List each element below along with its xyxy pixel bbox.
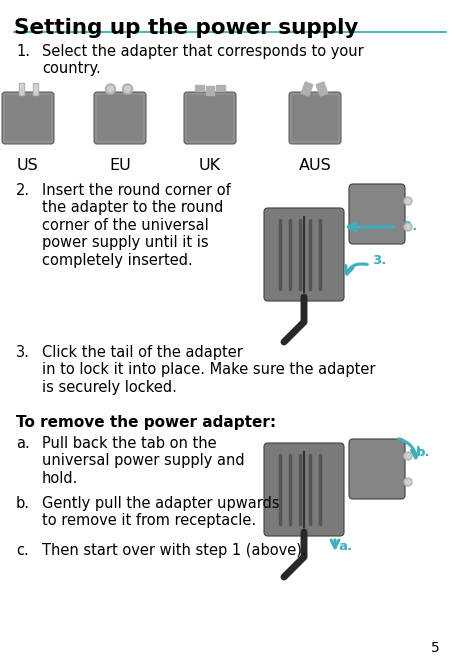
Text: Pull back the tab on the
universal power supply and
hold.: Pull back the tab on the universal power… [42,436,245,486]
Bar [34,84,37,94]
Text: To remove the power adapter:: To remove the power adapter: [16,415,276,430]
Circle shape [405,480,410,484]
Circle shape [123,84,133,94]
Circle shape [404,478,412,486]
Bar [316,82,328,96]
Text: Click the tail of the adapter
in to lock it into place. Make sure the adapter
is: Click the tail of the adapter in to lock… [42,345,375,395]
Text: 2.: 2. [16,183,30,198]
FancyBboxPatch shape [264,443,344,536]
Bar [301,82,313,96]
Text: Gently pull the adapter upwards
to remove it from receptacle.: Gently pull the adapter upwards to remov… [42,496,280,528]
Circle shape [404,452,412,460]
Text: 3.: 3. [16,345,30,360]
Circle shape [404,197,412,205]
FancyBboxPatch shape [5,95,51,141]
Text: UK: UK [199,158,221,173]
FancyBboxPatch shape [264,208,344,301]
Bar [33,83,38,95]
FancyBboxPatch shape [2,92,54,144]
Text: US: US [17,158,39,173]
Text: EU: EU [109,158,131,173]
Circle shape [405,454,410,458]
Text: a.: a. [338,540,352,554]
Circle shape [405,224,410,230]
Text: 5: 5 [431,641,440,655]
Text: 1.: 1. [16,44,30,59]
FancyBboxPatch shape [184,92,236,144]
Text: c.: c. [16,543,29,558]
Text: Then start over with step 1 (above).: Then start over with step 1 (above). [42,543,306,558]
FancyBboxPatch shape [349,184,405,244]
Bar [206,86,214,95]
FancyBboxPatch shape [292,95,338,141]
FancyBboxPatch shape [97,95,143,141]
Text: a.: a. [16,436,30,451]
Text: Insert the round corner of
the adapter to the round
corner of the universal
powe: Insert the round corner of the adapter t… [42,183,231,268]
Bar [216,85,225,91]
FancyBboxPatch shape [94,92,146,144]
Text: b.: b. [416,446,431,459]
Text: 2.: 2. [403,220,417,234]
Text: b.: b. [16,496,30,511]
Circle shape [105,84,115,94]
Circle shape [124,86,130,92]
Circle shape [404,223,412,231]
Bar [19,83,24,95]
FancyBboxPatch shape [187,95,233,141]
Text: 3.: 3. [372,255,386,267]
Circle shape [108,86,114,92]
FancyBboxPatch shape [289,92,341,144]
Text: AUS: AUS [299,158,331,173]
Bar [195,85,204,91]
Circle shape [405,198,410,204]
Text: Select the adapter that corresponds to your
country.: Select the adapter that corresponds to y… [42,44,364,76]
FancyBboxPatch shape [349,439,405,499]
Text: Setting up the power supply: Setting up the power supply [14,18,358,38]
Bar [20,84,23,94]
